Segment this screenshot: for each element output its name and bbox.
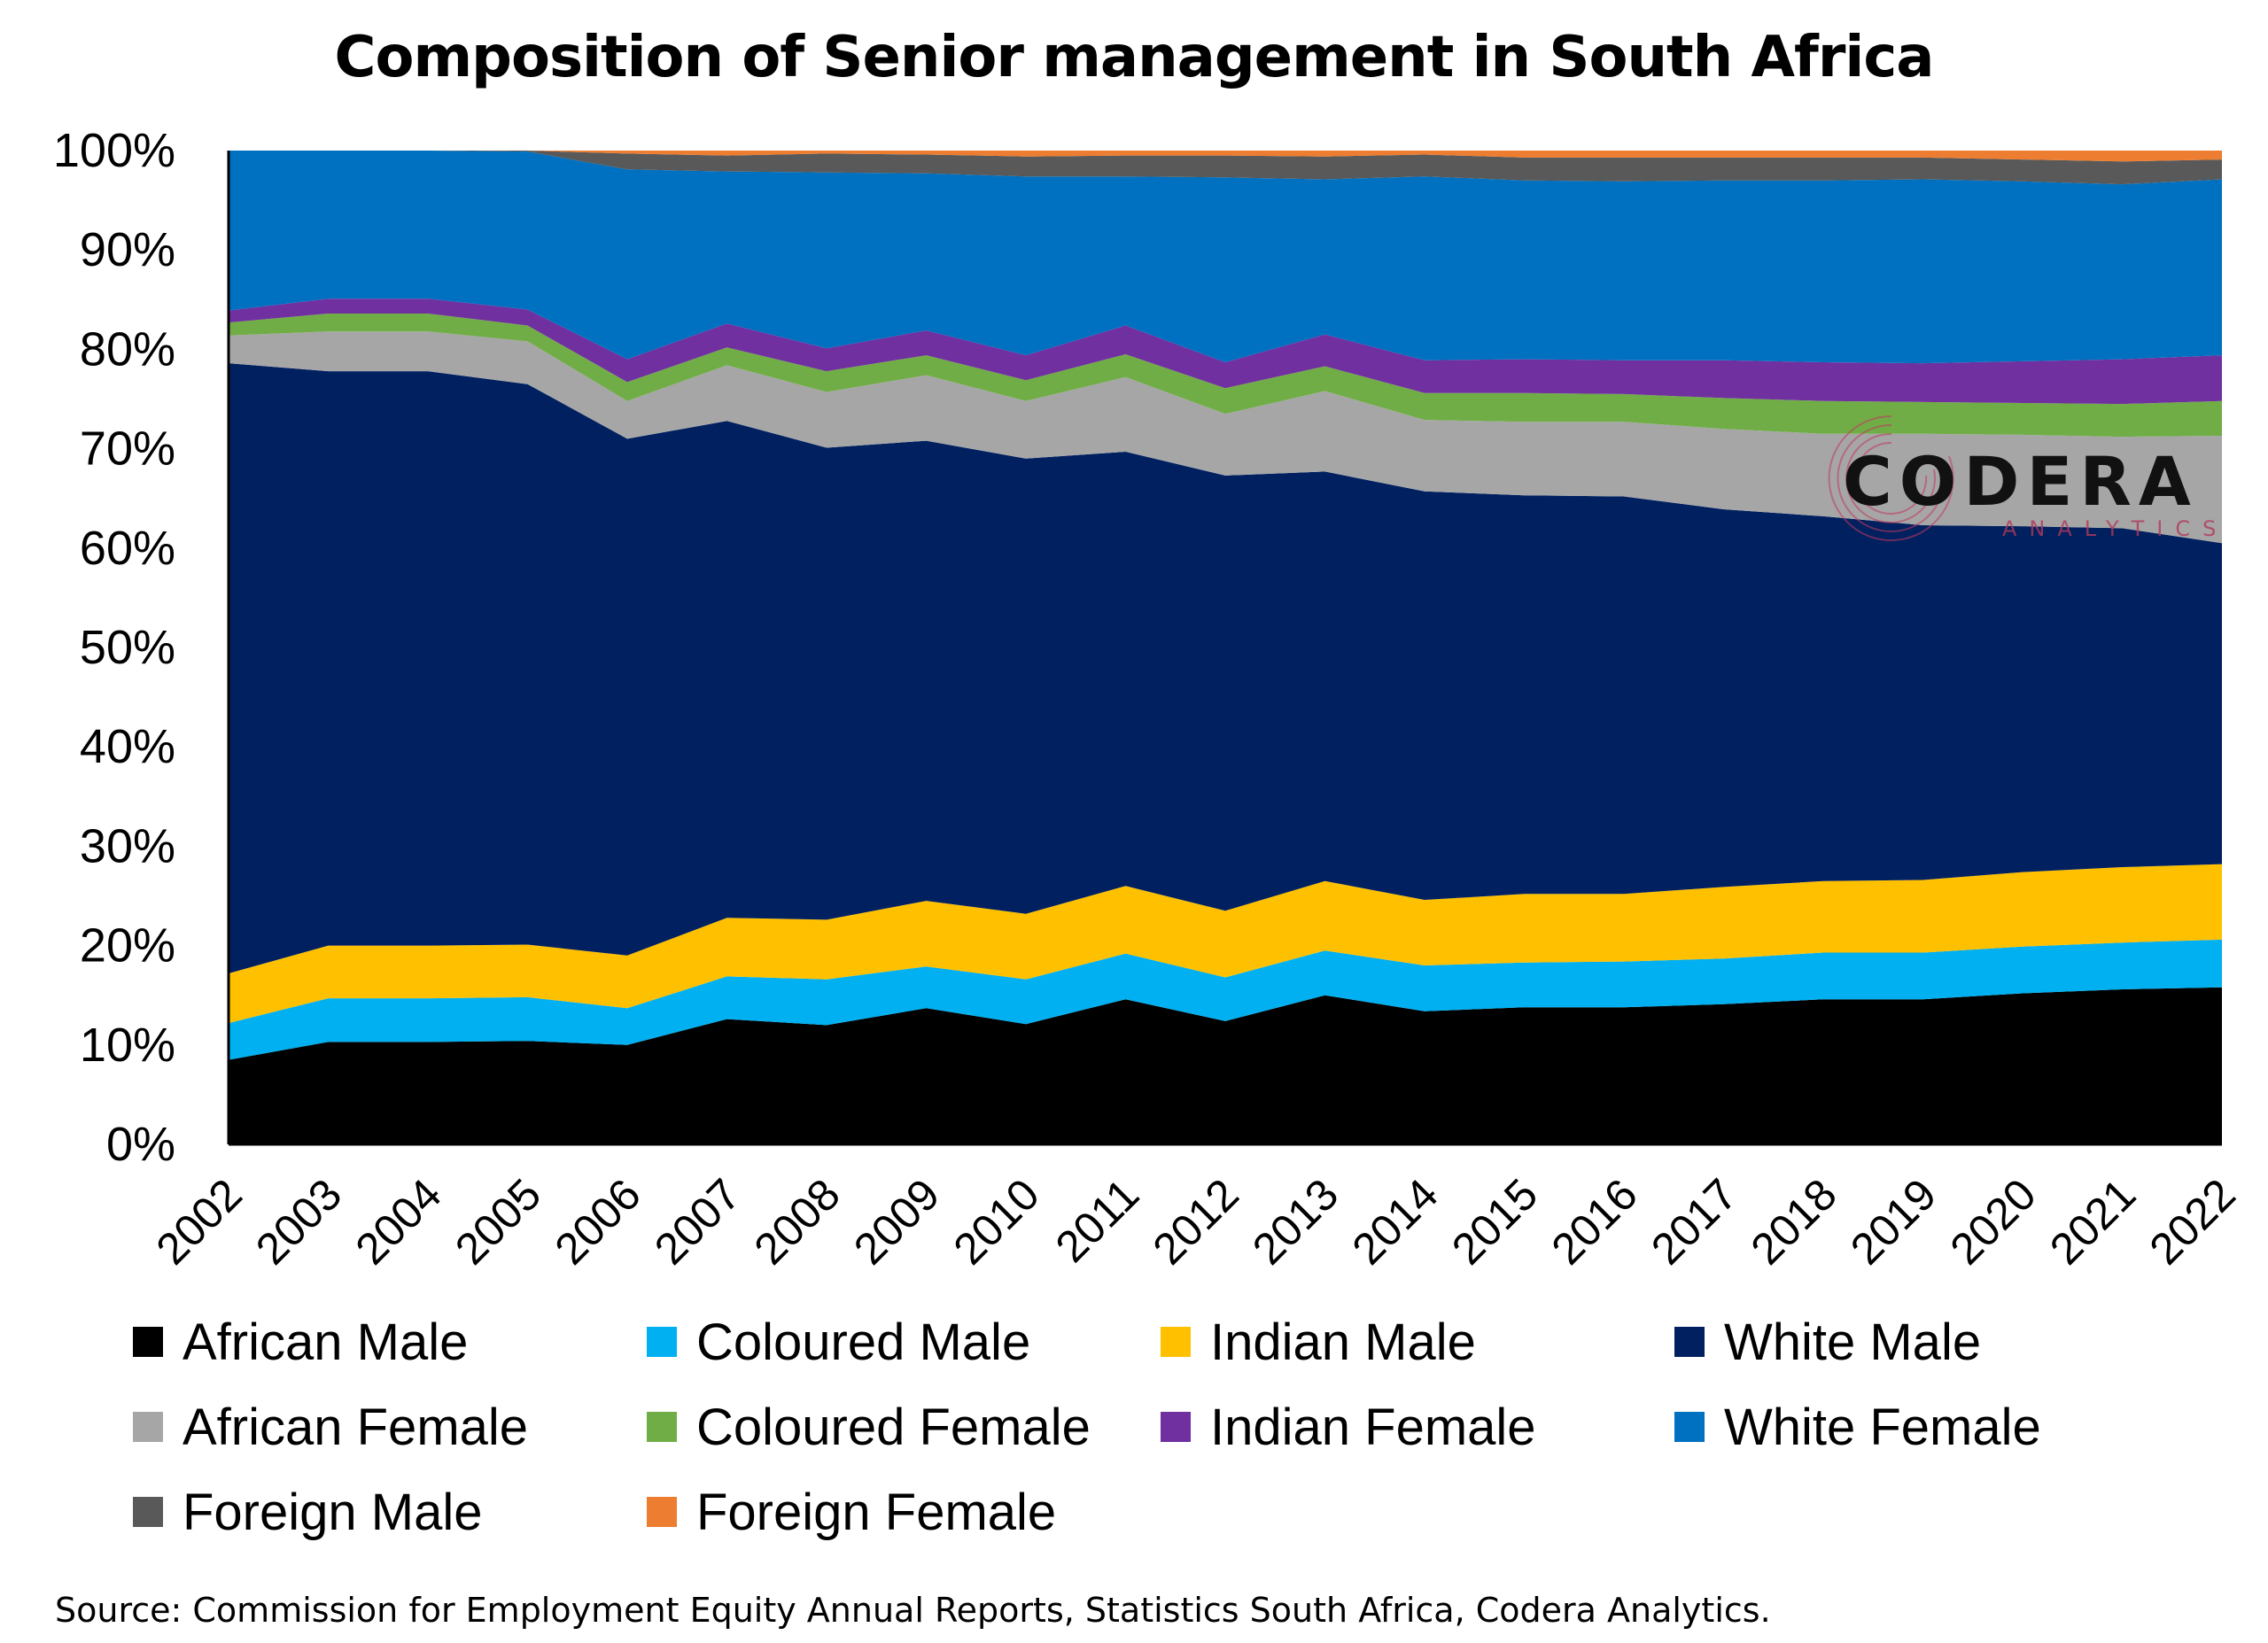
legend-label: African Male: [183, 1313, 469, 1371]
legend-swatch: [1161, 1412, 1191, 1442]
x-tick-label: 2014: [1343, 1169, 1448, 1274]
y-tick-label: 100%: [53, 124, 175, 177]
x-tick-label: 2008: [745, 1169, 850, 1274]
area-coloured-female: [229, 314, 2222, 438]
area-white-male: [229, 363, 2222, 974]
y-tick-label: 20%: [80, 919, 175, 973]
x-tick-label: 2021: [2040, 1169, 2145, 1274]
x-tick-label: 2002: [147, 1169, 252, 1274]
x-tick-label: 2019: [1841, 1169, 1946, 1274]
area-indian-female: [229, 298, 2222, 405]
x-tick-label: 2015: [1442, 1169, 1547, 1274]
legend-swatch: [1674, 1412, 1705, 1442]
area-layers: [229, 151, 2222, 1144]
codera-watermark: CODERA ANALYTICS: [1816, 403, 2233, 554]
legend-item: Foreign Male: [133, 1481, 647, 1543]
source-note: Source: Commission for Employment Equity…: [55, 1591, 1771, 1630]
area-african-female: [229, 331, 2222, 544]
area-foreign-male: [229, 151, 2222, 185]
y-tick-label: 30%: [80, 819, 175, 872]
legend-label: Foreign Male: [183, 1483, 483, 1541]
x-tick-label: 2018: [1742, 1169, 1846, 1274]
watermark-ring-icon: [1828, 415, 1954, 541]
x-tick-label: 2004: [346, 1169, 451, 1274]
legend-swatch: [1161, 1327, 1191, 1357]
legend-item: Foreign Female: [647, 1481, 1161, 1543]
x-tick-label: 2005: [446, 1169, 550, 1274]
legend-item: White Female: [1674, 1396, 2171, 1458]
legend-label: White Male: [1724, 1313, 1982, 1371]
chart-title: Composition of Senior management in Sout…: [334, 25, 1935, 90]
legend-label: Indian Male: [1210, 1313, 1476, 1371]
axes: [227, 151, 2222, 1146]
legend-label: Coloured Female: [696, 1398, 1091, 1456]
watermark-subword: ANALYTICS: [2002, 516, 2229, 541]
y-tick-label: 70%: [80, 422, 175, 476]
legend-label: African Female: [183, 1398, 529, 1456]
legend-label: Coloured Male: [696, 1313, 1031, 1371]
y-tick-label: 50%: [80, 621, 175, 674]
legend-swatch: [133, 1412, 163, 1442]
legend: African Male Coloured Male Indian Male Whit…: [133, 1311, 2171, 1543]
legend-swatch: [647, 1327, 677, 1357]
watermark-word: CODERA: [1843, 442, 2198, 521]
legend-swatch: [133, 1497, 163, 1527]
legend-item: White Male: [1674, 1311, 2171, 1373]
x-tick-label: 2011: [1046, 1169, 1149, 1272]
x-tick-label: 2007: [645, 1169, 750, 1274]
y-tick-label: 10%: [80, 1019, 175, 1072]
x-tick-label: 2009: [844, 1169, 949, 1274]
y-axis-ticks: 0% 10% 20% 30% 40% 50% 60% 70% 80% 90% 100%: [53, 124, 175, 1171]
legend-item: Indian Male: [1161, 1311, 1674, 1373]
x-tick-label: 2017: [1642, 1169, 1746, 1274]
legend-swatch: [647, 1412, 677, 1442]
x-tick-label: 2020: [1941, 1169, 2046, 1274]
x-tick-label: 2012: [1144, 1169, 1248, 1274]
x-axis-ticks: 2002200320042005200620072008200920102011…: [147, 1169, 2245, 1274]
legend-label: White Female: [1724, 1398, 2041, 1456]
area-indian-male: [229, 864, 2222, 1024]
area-foreign-female: [229, 151, 2222, 162]
y-tick-label: 40%: [80, 720, 175, 773]
legend-label: Foreign Female: [696, 1483, 1057, 1541]
y-tick-label: 90%: [80, 223, 175, 276]
legend-item: African Female: [133, 1396, 647, 1458]
legend-label: Indian Female: [1210, 1398, 1536, 1456]
legend-item: African Male: [133, 1311, 647, 1373]
x-tick-label: 2006: [546, 1169, 650, 1274]
x-tick-label: 2003: [246, 1169, 351, 1274]
x-tick-label: 2016: [1542, 1169, 1647, 1274]
x-tick-label: 2022: [2140, 1169, 2245, 1274]
area-coloured-male: [229, 939, 2222, 1060]
area-white-female: [229, 151, 2222, 364]
y-tick-label: 0%: [106, 1118, 175, 1171]
legend-swatch: [647, 1497, 677, 1527]
legend-item: Coloured Female: [647, 1396, 1161, 1458]
y-tick-label: 80%: [80, 322, 175, 376]
legend-item: Coloured Male: [647, 1311, 1161, 1373]
legend-swatch: [133, 1327, 163, 1357]
x-tick-label: 2013: [1243, 1169, 1348, 1274]
y-tick-label: 60%: [80, 522, 175, 575]
legend-swatch: [1674, 1327, 1705, 1357]
x-tick-label: 2010: [944, 1169, 1049, 1274]
area-african-male: [229, 987, 2222, 1144]
legend-item: Indian Female: [1161, 1396, 1674, 1458]
